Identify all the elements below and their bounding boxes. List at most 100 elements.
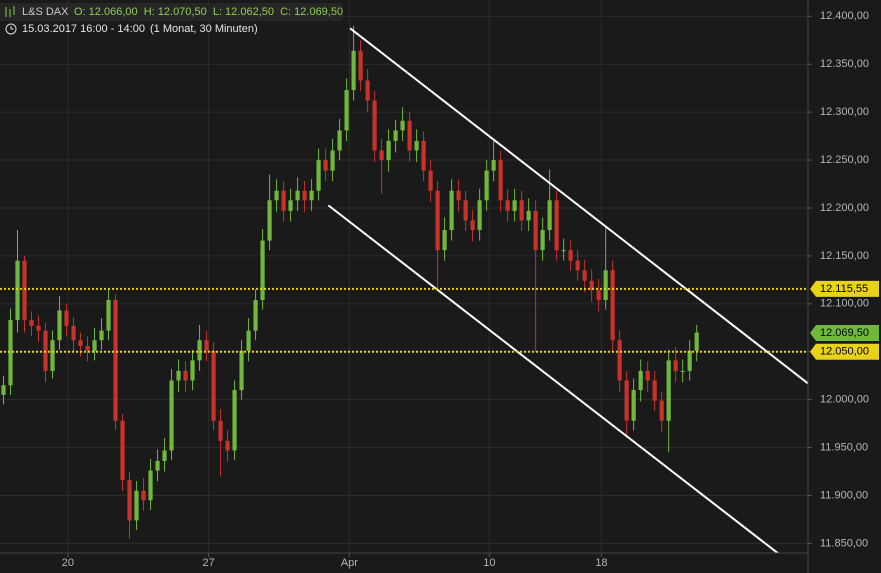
y-tick-label: 12.150,00 xyxy=(820,250,869,262)
chart-icon xyxy=(5,6,15,17)
candle-body xyxy=(526,210,531,221)
candle-body xyxy=(456,190,461,201)
candle-body xyxy=(239,350,244,391)
x-tick-label: 20 xyxy=(62,557,74,569)
plot-area xyxy=(0,25,808,553)
candle-body xyxy=(330,150,335,171)
candle-body xyxy=(365,80,370,101)
candle-body xyxy=(400,120,405,131)
candle-body xyxy=(99,330,104,341)
candle-body xyxy=(554,200,559,251)
candle-body xyxy=(407,120,412,151)
price-tag-label: 12.050,00 xyxy=(820,346,869,358)
candle-body xyxy=(470,220,475,231)
candle-body xyxy=(533,210,538,251)
candle-body xyxy=(190,360,195,381)
candle-body xyxy=(169,380,174,451)
symbol: L&S DAX xyxy=(22,6,69,18)
candle-body xyxy=(687,350,692,371)
candle-body xyxy=(344,90,349,131)
candle-body xyxy=(589,280,594,291)
candle-body xyxy=(540,230,545,251)
candle-body xyxy=(393,130,398,141)
candle-body xyxy=(414,140,419,151)
candle-body xyxy=(519,200,524,221)
trendline xyxy=(327,204,780,553)
candle-body xyxy=(78,340,83,346)
candle-body xyxy=(197,340,202,361)
price-tag-label: 12.069,50 xyxy=(820,327,869,339)
candle-body xyxy=(582,270,587,281)
candle-body xyxy=(127,480,132,521)
candle-body xyxy=(218,420,223,441)
candle-body xyxy=(281,190,286,211)
candle-body xyxy=(484,170,489,201)
candle-body xyxy=(29,320,34,326)
period: 15.03.2017 16:00 - 14:00 xyxy=(22,23,145,35)
candle-body xyxy=(316,160,321,191)
candle-body xyxy=(652,380,657,401)
candle-body xyxy=(421,140,426,171)
candle-body xyxy=(351,50,356,91)
candle-body xyxy=(204,340,209,351)
candle-body xyxy=(442,230,447,251)
candle-body xyxy=(288,200,293,211)
candle-body xyxy=(624,380,629,421)
candle-body xyxy=(267,200,272,241)
candle-body xyxy=(449,190,454,231)
candle-body xyxy=(309,190,314,201)
y-tick-label: 12.000,00 xyxy=(820,394,869,406)
candle-body xyxy=(428,170,433,191)
candle-body xyxy=(505,200,510,211)
candle-body xyxy=(92,340,97,351)
candle-body xyxy=(673,360,678,371)
candle-body xyxy=(617,340,622,381)
candle-body xyxy=(295,190,300,201)
candle-body xyxy=(85,345,90,351)
x-tick-label: 18 xyxy=(595,557,607,569)
candle-body xyxy=(106,299,111,331)
candle-body xyxy=(260,240,265,300)
x-tick-label: Apr xyxy=(341,557,358,569)
range: (1 Monat, 30 Minuten) xyxy=(150,23,258,35)
candle-body xyxy=(183,370,188,381)
candle-body xyxy=(379,150,384,161)
candle-body xyxy=(36,325,41,331)
candle-body xyxy=(477,200,482,231)
header-box xyxy=(0,3,342,21)
candle-body xyxy=(463,200,468,221)
candle-body xyxy=(603,270,608,300)
candle-body xyxy=(659,400,664,421)
candle-body xyxy=(155,460,160,471)
candle-body xyxy=(575,260,580,271)
candle-body xyxy=(610,270,615,341)
candle-body xyxy=(491,160,496,171)
candle-body xyxy=(253,299,258,331)
y-tick-label: 12.300,00 xyxy=(820,106,869,118)
axes: 11.850,00 11.900,00 11.950,00 12.000,00 12.0… xyxy=(62,10,879,569)
candle-body xyxy=(50,340,55,371)
candle-body xyxy=(645,370,650,381)
candle-body xyxy=(71,325,76,341)
candle-body xyxy=(211,350,216,421)
candle-body xyxy=(225,440,230,451)
candle-body xyxy=(176,370,181,381)
candle-body xyxy=(694,332,699,351)
clock-icon xyxy=(5,23,17,35)
candle-body xyxy=(680,370,685,372)
y-tick-label: 11.900,00 xyxy=(820,489,868,501)
candle-body xyxy=(162,450,167,461)
y-tick-label: 11.950,00 xyxy=(820,441,868,453)
y-tick-label: 12.250,00 xyxy=(820,154,869,166)
candle-body xyxy=(547,200,552,231)
candle-body xyxy=(302,190,307,201)
price-tag-label: 12.115,55 xyxy=(820,283,868,295)
y-tick-label: 12.350,00 xyxy=(820,58,869,70)
candle-body xyxy=(141,490,146,501)
candle-body xyxy=(113,299,118,421)
candle-body xyxy=(358,50,363,81)
x-tick-label: 10 xyxy=(483,557,495,569)
candle-body xyxy=(666,360,671,421)
